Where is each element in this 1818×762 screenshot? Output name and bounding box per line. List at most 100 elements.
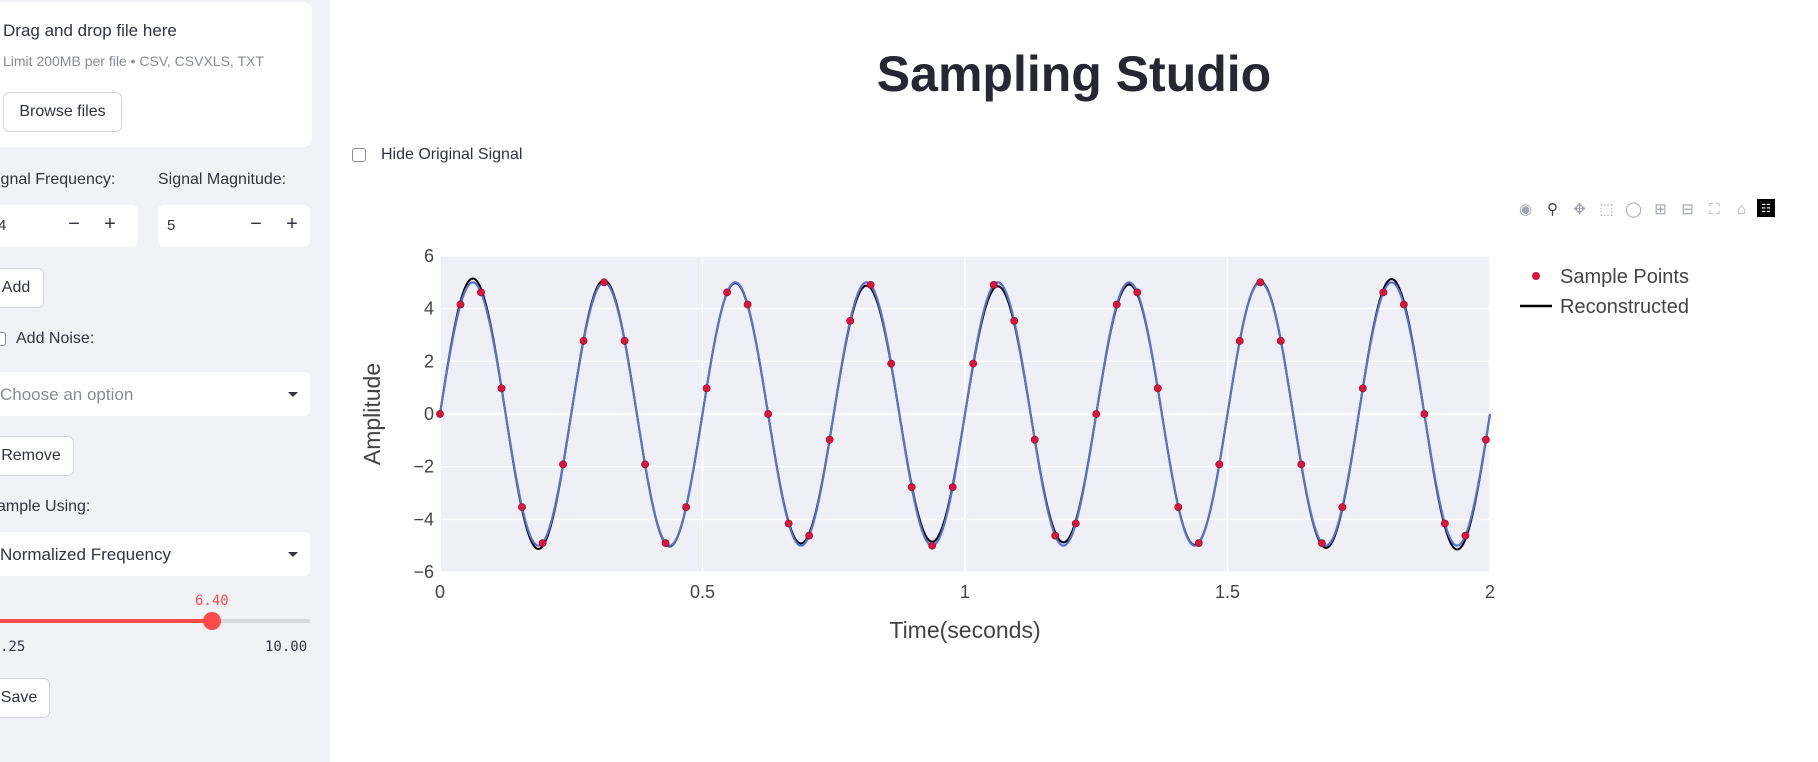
sampling-rate-slider-fill: [0, 619, 212, 623]
add-signal-button[interactable]: Add: [0, 268, 44, 308]
y-tick-label: −6: [413, 562, 434, 582]
sample-point[interactable]: [1256, 278, 1265, 287]
frequency-decrement-button[interactable]: −: [68, 213, 80, 235]
sample-point[interactable]: [641, 460, 649, 469]
autoscale-icon[interactable]: ⛶: [1709, 200, 1720, 218]
uploader-limits: Limit 200MB per file • CSV, CSVXLS, TXT: [3, 53, 264, 69]
frequency-increment-button[interactable]: +: [104, 213, 116, 235]
sample-point[interactable]: [846, 316, 855, 325]
box-select-icon[interactable]: ⬚: [1599, 201, 1614, 218]
sample-point[interactable]: [1420, 410, 1429, 418]
magnitude-decrement-button[interactable]: −: [250, 213, 262, 235]
zoom-icon[interactable]: ⚲: [1547, 201, 1558, 218]
sample-point[interactable]: [887, 359, 896, 368]
browse-files-button[interactable]: Browse files: [3, 92, 122, 132]
original-signal-line: [438, 281, 1492, 547]
sample-point[interactable]: [723, 288, 732, 297]
sample-point[interactable]: [538, 539, 547, 548]
sample-point[interactable]: [1194, 539, 1203, 548]
sample-point[interactable]: [1440, 519, 1449, 528]
sample-point[interactable]: [1317, 539, 1326, 548]
sample-point[interactable]: [928, 541, 937, 550]
x-tick-label: 1: [960, 582, 970, 602]
slider-value-label: 6.40: [194, 593, 229, 609]
noise-select[interactable]: Choose an option: [0, 372, 310, 416]
sample-point[interactable]: [497, 384, 506, 393]
sample-point[interactable]: [456, 300, 465, 309]
zoom-out-icon[interactable]: ⊟: [1681, 201, 1694, 218]
sample-point[interactable]: [743, 300, 752, 309]
sample-point[interactable]: [1215, 460, 1224, 469]
plot-modebar: ◉ ⚲ ✥ ⬚ ◯ ⊞ ⊟ ⛶ ⌂ ☷: [1514, 199, 1775, 219]
x-tick-label: 0.5: [690, 582, 715, 602]
sample-point[interactable]: [1297, 460, 1306, 469]
sample-point[interactable]: [825, 435, 834, 444]
sample-point[interactable]: [1051, 531, 1060, 540]
sample-point[interactable]: [989, 280, 998, 289]
sample-point[interactable]: [1092, 410, 1101, 418]
camera-icon[interactable]: ◉: [1518, 201, 1533, 218]
sample-point[interactable]: [1338, 503, 1347, 512]
sample-point[interactable]: [518, 503, 526, 512]
sample-point[interactable]: [764, 410, 773, 418]
sample-point[interactable]: [702, 384, 711, 393]
pan-icon[interactable]: ✥: [1573, 201, 1586, 218]
sample-point[interactable]: [1461, 531, 1470, 540]
sample-point[interactable]: [436, 410, 444, 418]
x-axis-label: Time(seconds): [889, 617, 1040, 643]
zoom-in-icon[interactable]: ⊞: [1654, 201, 1667, 218]
sample-point[interactable]: [579, 336, 588, 345]
sample-point[interactable]: [1235, 336, 1244, 345]
lasso-icon[interactable]: ◯: [1625, 201, 1642, 218]
noise-select-placeholder: Choose an option: [0, 385, 134, 404]
remove-signal-button[interactable]: Remove: [0, 436, 74, 476]
sample-point[interactable]: [1379, 288, 1388, 297]
hide-original-signal-checkbox[interactable]: [352, 148, 366, 162]
sample-point[interactable]: [866, 280, 875, 289]
sample-point[interactable]: [1399, 300, 1408, 309]
sample-point[interactable]: [1030, 435, 1039, 444]
sample-method-value: Normalized Frequency: [0, 545, 172, 564]
x-tick-label: 0: [435, 582, 445, 602]
sample-point[interactable]: [559, 460, 567, 469]
y-tick-label: 4: [424, 299, 434, 319]
hide-original-signal-label: Hide Original Signal: [381, 146, 523, 163]
sample-point[interactable]: [1481, 435, 1490, 444]
sample-point[interactable]: [969, 359, 978, 368]
sample-point[interactable]: [1071, 519, 1080, 528]
save-button[interactable]: Save: [0, 678, 50, 718]
sample-point[interactable]: [1276, 336, 1285, 345]
signal-magnitude-input[interactable]: 5 − +: [158, 205, 310, 247]
magnitude-increment-button[interactable]: +: [286, 213, 298, 235]
sample-point[interactable]: [1174, 503, 1183, 512]
slider-min-label: .25: [0, 639, 26, 655]
uploader-title: Drag and drop file here: [3, 21, 177, 40]
sample-point[interactable]: [1358, 384, 1367, 393]
add-noise-checkbox[interactable]: [0, 332, 6, 346]
sample-point[interactable]: [682, 503, 690, 512]
y-tick-label: 6: [424, 246, 434, 266]
sample-point[interactable]: [1010, 316, 1019, 325]
sample-point[interactable]: [907, 483, 916, 492]
sidebar: Drag and drop file here Limit 200MB per …: [0, 0, 330, 762]
sample-point[interactable]: [784, 519, 793, 528]
sample-point[interactable]: [1133, 288, 1142, 297]
reset-axes-icon[interactable]: ⌂: [1736, 200, 1747, 218]
sample-point[interactable]: [1153, 384, 1162, 393]
signal-frequency-input[interactable]: 4 − +: [0, 205, 138, 247]
signal-chart[interactable]: 0 0.5 1 1.5 2 −6 −4 −2 0 2 4 6 Time(seconds) Amplit…: [330, 240, 1818, 760]
plotly-logo-icon[interactable]: ☷: [1757, 199, 1775, 217]
sample-point[interactable]: [620, 336, 629, 345]
sample-point[interactable]: [948, 483, 957, 492]
sample-point[interactable]: [600, 278, 608, 287]
sample-method-select[interactable]: Normalized Frequency: [0, 532, 310, 576]
sample-point[interactable]: [1112, 300, 1121, 309]
sample-point[interactable]: [477, 288, 485, 297]
sample-point[interactable]: [661, 539, 670, 548]
page-title: Sampling Studio: [876, 46, 1272, 102]
sample-point[interactable]: [805, 531, 814, 540]
slider-max-label: 10.00: [265, 639, 308, 655]
sample-using-label: ample Using:: [0, 498, 91, 515]
y-axis-label: Amplitude: [359, 363, 385, 465]
sampling-rate-slider-thumb[interactable]: [202, 612, 221, 630]
